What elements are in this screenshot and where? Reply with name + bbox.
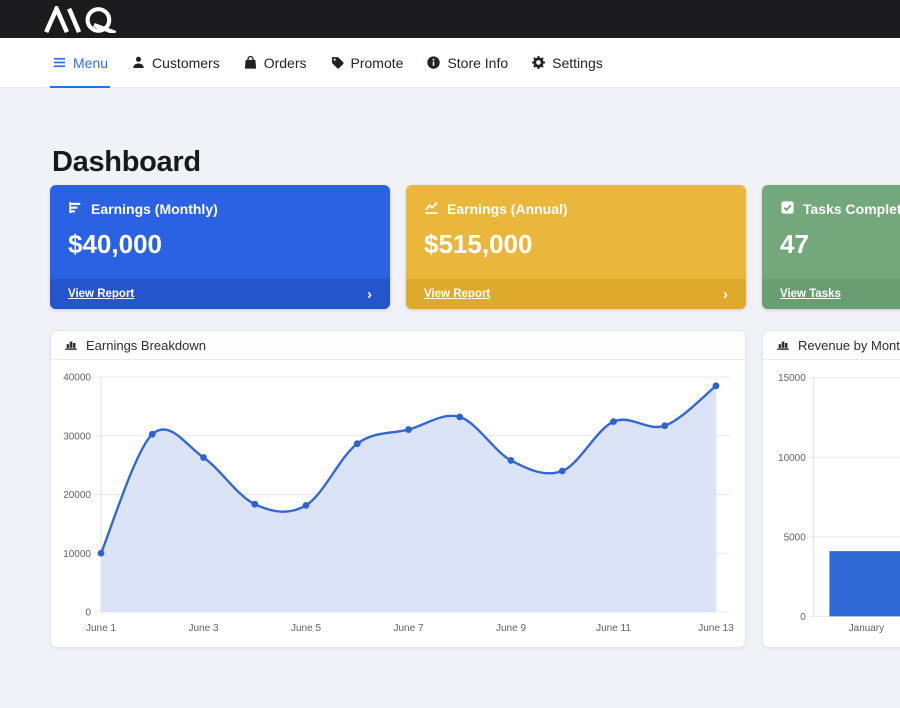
svg-text:June 1: June 1 bbox=[86, 623, 116, 634]
chevron-right-icon: › bbox=[367, 285, 372, 303]
chart-bar-icon bbox=[68, 200, 83, 218]
svg-text:30000: 30000 bbox=[63, 431, 91, 442]
hamburger-icon bbox=[52, 55, 67, 70]
tag-icon bbox=[330, 55, 345, 70]
stat-card-tasks-completed: Tasks Completed 47 View Tasks › bbox=[762, 185, 900, 309]
nav-item-store-info[interactable]: Store Info bbox=[426, 38, 508, 87]
check-square-icon bbox=[780, 200, 795, 218]
revenue-by-month-panel: Revenue by Month 0 5000 10000 15000 January bbox=[762, 330, 900, 648]
svg-text:10000: 10000 bbox=[778, 453, 806, 464]
earnings-breakdown-panel: Earnings Breakdown 0 10000 20000 30000 40000… bbox=[50, 330, 746, 648]
stat-card-earnings-monthly: Earnings (Monthly) $40,000 View Report › bbox=[50, 185, 390, 309]
panel-title: Revenue by Month bbox=[798, 337, 900, 353]
svg-text:June 11: June 11 bbox=[596, 623, 631, 634]
page-title: Dashboard bbox=[52, 146, 201, 178]
nav-item-settings[interactable]: Settings bbox=[531, 38, 603, 87]
panel-body: 0 10000 20000 30000 40000 June 1 June 3 June 5 J… bbox=[51, 360, 745, 647]
brand-logo-icon bbox=[44, 5, 117, 33]
svg-text:5000: 5000 bbox=[784, 532, 807, 543]
svg-text:10000: 10000 bbox=[63, 549, 91, 560]
view-report-link[interactable]: View Report › bbox=[50, 279, 390, 309]
view-tasks-label: View Tasks bbox=[780, 288, 841, 300]
nav-item-menu[interactable]: Menu bbox=[50, 38, 111, 88]
earnings-line-chart: 0 10000 20000 30000 40000 June 1 June 3 June 5 J… bbox=[63, 373, 734, 635]
chevron-right-icon: › bbox=[723, 285, 728, 303]
card-title-row: Earnings (Monthly) bbox=[68, 200, 372, 218]
topbar bbox=[0, 0, 900, 38]
charts-row: Earnings Breakdown 0 10000 20000 30000 40000… bbox=[50, 330, 900, 648]
nav-item-label: Orders bbox=[263, 54, 307, 71]
main-nav: Menu Customers Orders Promote Store Info bbox=[0, 38, 900, 88]
panel-header: Earnings Breakdown bbox=[51, 331, 745, 360]
chart-bar-icon bbox=[64, 337, 78, 354]
nav-item-label: Menu bbox=[73, 54, 109, 71]
panel-body: 0 5000 10000 15000 January bbox=[763, 360, 900, 647]
card-title: Tasks Completed bbox=[803, 201, 900, 217]
svg-text:June 13: June 13 bbox=[698, 623, 734, 634]
view-report-link[interactable]: View Report › bbox=[406, 279, 746, 309]
panel-title: Earnings Breakdown bbox=[86, 337, 206, 353]
card-value: $40,000 bbox=[68, 229, 162, 259]
chart-line-icon bbox=[424, 200, 439, 218]
stat-card-earnings-annual: Earnings (Annual) $515,000 View Report › bbox=[406, 185, 746, 309]
revenue-bar-chart: 0 5000 10000 15000 January bbox=[778, 373, 900, 634]
card-value: $515,000 bbox=[424, 229, 533, 259]
card-body: Earnings (Annual) $515,000 bbox=[406, 185, 746, 279]
nav-item-customers[interactable]: Customers bbox=[131, 38, 220, 87]
card-title: Earnings (Annual) bbox=[447, 201, 568, 217]
svg-text:15000: 15000 bbox=[778, 373, 806, 384]
svg-text:June 7: June 7 bbox=[393, 623, 423, 634]
card-title-row: Tasks Completed bbox=[780, 200, 900, 218]
card-value: 47 bbox=[780, 229, 809, 259]
svg-text:40000: 40000 bbox=[63, 373, 91, 384]
gear-icon bbox=[531, 55, 546, 70]
chart-bar-icon bbox=[776, 337, 790, 354]
brand-logo[interactable] bbox=[40, 5, 128, 33]
nav-item-label: Store Info bbox=[447, 54, 509, 71]
info-circle-icon bbox=[426, 55, 441, 70]
stat-cards-row: Earnings (Monthly) $40,000 View Report ›… bbox=[50, 185, 900, 309]
nav-item-label: Promote bbox=[350, 54, 404, 71]
person-icon bbox=[131, 55, 146, 70]
svg-text:June 3: June 3 bbox=[188, 623, 218, 634]
svg-text:0: 0 bbox=[85, 608, 91, 619]
svg-text:June 9: June 9 bbox=[496, 623, 526, 634]
card-body: Earnings (Monthly) $40,000 bbox=[50, 185, 390, 279]
view-tasks-link[interactable]: View Tasks › bbox=[762, 279, 900, 309]
view-report-label: View Report bbox=[68, 288, 135, 300]
nav-item-label: Customers bbox=[152, 54, 220, 71]
svg-text:June 5: June 5 bbox=[291, 623, 321, 634]
nav-item-orders[interactable]: Orders bbox=[243, 38, 307, 87]
svg-text:0: 0 bbox=[800, 612, 806, 623]
svg-text:20000: 20000 bbox=[63, 490, 91, 501]
card-title-row: Earnings (Annual) bbox=[424, 200, 728, 218]
svg-text:January: January bbox=[849, 623, 884, 634]
card-title: Earnings (Monthly) bbox=[91, 201, 218, 217]
active-tab-indicator bbox=[50, 86, 111, 88]
panel-header: Revenue by Month bbox=[763, 331, 900, 360]
card-body: Tasks Completed 47 bbox=[762, 185, 900, 279]
shopping-bag-icon bbox=[243, 55, 258, 70]
nav-item-label: Settings bbox=[552, 54, 603, 71]
nav-item-promote[interactable]: Promote bbox=[330, 38, 404, 87]
view-report-label: View Report bbox=[424, 288, 491, 300]
